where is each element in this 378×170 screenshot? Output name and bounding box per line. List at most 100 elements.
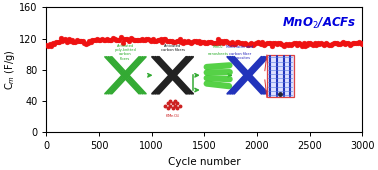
Point: [243, 42, 249, 45]
Point: [145, 38, 151, 41]
Point: [221, 40, 227, 43]
Point: [334, 42, 340, 45]
Point: [129, 37, 135, 40]
Point: [340, 41, 346, 44]
Point: [269, 45, 275, 48]
Point: [264, 41, 270, 44]
Point: [316, 42, 322, 45]
Point: [319, 42, 325, 45]
Point: [324, 42, 330, 45]
Point: [327, 43, 333, 46]
Point: [53, 41, 59, 44]
Point: [99, 38, 105, 41]
Point: [220, 42, 226, 44]
Point: [245, 43, 251, 46]
Point: [315, 42, 321, 45]
Point: [186, 40, 192, 43]
Point: [85, 42, 91, 45]
Point: [299, 45, 305, 48]
Point: [88, 40, 94, 43]
Point: [80, 39, 86, 42]
Point: [153, 40, 159, 42]
Point: [59, 39, 65, 42]
Point: [183, 40, 189, 43]
Point: [285, 43, 291, 46]
Point: [331, 42, 337, 45]
Point: [159, 41, 165, 43]
Point: [272, 42, 278, 45]
Point: [323, 42, 329, 45]
Point: [45, 44, 51, 47]
Text: MnO$_2$/ACFs: MnO$_2$/ACFs: [282, 16, 356, 31]
Point: [194, 41, 200, 44]
Point: [135, 38, 141, 41]
Point: [337, 42, 343, 45]
Point: [69, 38, 75, 41]
Point: [215, 38, 221, 41]
Point: [262, 43, 268, 46]
Point: [259, 40, 265, 43]
Point: [290, 42, 296, 45]
Point: [356, 41, 362, 44]
Point: [174, 40, 180, 42]
Point: [112, 38, 118, 41]
Point: [126, 39, 132, 42]
Point: [212, 42, 218, 45]
Point: [277, 41, 283, 44]
Point: [239, 42, 245, 45]
Point: [280, 43, 286, 46]
Point: [164, 40, 170, 42]
Point: [75, 39, 81, 42]
Point: [335, 43, 341, 46]
Point: [223, 40, 229, 43]
Point: [274, 42, 280, 45]
Point: [283, 42, 289, 45]
Point: [124, 37, 130, 40]
Point: [104, 38, 110, 41]
Point: [342, 43, 348, 45]
Point: [232, 43, 238, 45]
Point: [110, 37, 116, 40]
Point: [258, 42, 264, 45]
Point: [251, 43, 257, 46]
Point: [131, 38, 137, 41]
Point: [121, 38, 127, 40]
Point: [82, 41, 88, 44]
Point: [90, 39, 96, 42]
Point: [175, 39, 181, 42]
Point: [228, 43, 234, 45]
Point: [302, 44, 308, 47]
Point: [166, 39, 172, 42]
Point: [202, 42, 208, 45]
Point: [61, 38, 67, 41]
Point: [72, 40, 78, 43]
Point: [301, 42, 307, 45]
Point: [50, 41, 56, 44]
Point: [170, 41, 177, 43]
Point: [66, 38, 72, 41]
Point: [304, 44, 310, 46]
Point: [250, 44, 256, 46]
Point: [242, 41, 248, 44]
Point: [310, 43, 316, 46]
Point: [83, 42, 89, 45]
Point: [208, 41, 214, 44]
Point: [291, 42, 297, 45]
Point: [261, 43, 267, 46]
Point: [282, 44, 288, 47]
Point: [200, 40, 206, 43]
Point: [127, 36, 133, 39]
Point: [246, 43, 253, 45]
Point: [351, 42, 357, 45]
Point: [345, 42, 351, 45]
Point: [86, 40, 92, 43]
Point: [48, 44, 54, 47]
Point: [311, 42, 318, 45]
Point: [77, 40, 83, 42]
Point: [113, 38, 119, 41]
Point: [62, 38, 68, 41]
Point: [213, 42, 219, 44]
Point: [140, 38, 146, 41]
Point: [234, 40, 240, 43]
X-axis label: Cycle number: Cycle number: [168, 157, 241, 167]
